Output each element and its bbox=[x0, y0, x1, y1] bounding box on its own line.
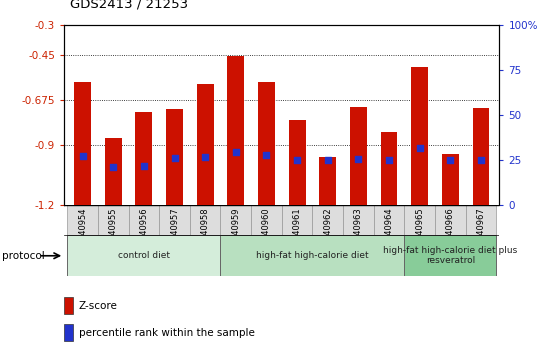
Point bbox=[446, 157, 455, 163]
Bar bbox=[442, 154, 459, 205]
Text: GSM140959: GSM140959 bbox=[232, 208, 240, 258]
Text: GSM140961: GSM140961 bbox=[292, 208, 302, 258]
Text: GSM140967: GSM140967 bbox=[477, 208, 485, 258]
Text: control diet: control diet bbox=[118, 251, 170, 260]
Bar bbox=[105, 138, 122, 205]
Bar bbox=[197, 84, 214, 205]
Text: GSM140965: GSM140965 bbox=[415, 208, 424, 258]
Bar bbox=[74, 82, 91, 205]
Bar bbox=[282, 205, 312, 235]
Point bbox=[170, 155, 179, 161]
Bar bbox=[343, 205, 374, 235]
Bar bbox=[381, 132, 397, 205]
Point bbox=[477, 157, 485, 163]
Point bbox=[415, 145, 424, 151]
Point bbox=[109, 164, 118, 170]
Point bbox=[262, 152, 271, 158]
Bar bbox=[312, 205, 343, 235]
Bar bbox=[159, 205, 190, 235]
Bar bbox=[258, 82, 275, 205]
Bar bbox=[405, 205, 435, 235]
Bar bbox=[405, 235, 497, 276]
Bar bbox=[319, 157, 336, 205]
Bar bbox=[166, 109, 183, 205]
Text: GSM140963: GSM140963 bbox=[354, 208, 363, 258]
Text: GDS2413 / 21253: GDS2413 / 21253 bbox=[70, 0, 188, 11]
Bar bbox=[67, 205, 98, 235]
Bar bbox=[190, 205, 220, 235]
Bar bbox=[473, 108, 489, 205]
Point bbox=[323, 157, 332, 163]
Bar bbox=[67, 235, 220, 276]
Bar bbox=[435, 205, 466, 235]
Bar bbox=[128, 205, 159, 235]
Bar bbox=[288, 120, 306, 205]
Point bbox=[354, 156, 363, 162]
Bar bbox=[350, 107, 367, 205]
Bar bbox=[220, 205, 251, 235]
Text: GSM140957: GSM140957 bbox=[170, 208, 179, 258]
Point bbox=[201, 154, 210, 160]
Text: GSM140955: GSM140955 bbox=[109, 208, 118, 258]
Text: GSM140954: GSM140954 bbox=[78, 208, 87, 258]
Text: GSM140958: GSM140958 bbox=[201, 208, 210, 258]
Bar bbox=[466, 205, 497, 235]
Text: GSM140964: GSM140964 bbox=[384, 208, 393, 258]
Bar bbox=[220, 235, 405, 276]
Text: GSM140966: GSM140966 bbox=[446, 208, 455, 258]
Point bbox=[140, 163, 148, 169]
Text: GSM140956: GSM140956 bbox=[140, 208, 148, 258]
Bar bbox=[374, 205, 405, 235]
Text: percentile rank within the sample: percentile rank within the sample bbox=[79, 328, 254, 338]
Bar bbox=[136, 112, 152, 205]
Bar bbox=[228, 56, 244, 205]
Point bbox=[384, 157, 393, 163]
Point bbox=[78, 153, 87, 159]
Bar bbox=[64, 297, 73, 314]
Text: GSM140960: GSM140960 bbox=[262, 208, 271, 258]
Bar bbox=[64, 324, 73, 341]
Bar bbox=[411, 67, 428, 205]
Point bbox=[292, 157, 301, 163]
Bar bbox=[98, 205, 128, 235]
Bar bbox=[251, 205, 282, 235]
Point bbox=[232, 149, 240, 155]
Text: GSM140962: GSM140962 bbox=[323, 208, 332, 258]
Text: high-fat high-calorie diet plus
resveratrol: high-fat high-calorie diet plus resverat… bbox=[383, 246, 517, 266]
Text: high-fat high-calorie diet: high-fat high-calorie diet bbox=[256, 251, 369, 260]
Text: protocol: protocol bbox=[2, 251, 45, 261]
Text: Z-score: Z-score bbox=[79, 301, 117, 310]
